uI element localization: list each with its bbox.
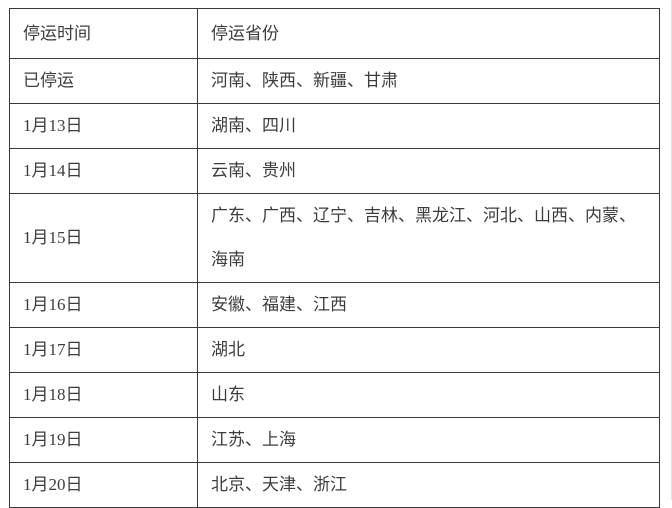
provinces-cell: 云南、贵州 — [197, 148, 660, 194]
time-cell: 1月16日 — [9, 282, 198, 328]
time-cell: 1月13日 — [9, 103, 198, 149]
time-cell: 1月15日 — [9, 193, 198, 283]
provinces-cell: 河南、陕西、新疆、甘肃 — [197, 58, 660, 104]
table-row: 1月17日 湖北 — [9, 327, 660, 373]
table-row: 1月18日 山东 — [9, 372, 660, 418]
table-body: 已停运 河南、陕西、新疆、甘肃 1月13日 湖南、四川 1月14日 云南、贵州 1月15日广… — [9, 58, 660, 508]
column-header-provinces: 停运省份 — [197, 8, 660, 59]
table-row: 1月20日 北京、天津、浙江 — [9, 462, 660, 508]
time-cell: 已停运 — [9, 58, 198, 104]
table-header: 停运时间 停运省份 — [9, 8, 660, 59]
provinces-cell: 北京、天津、浙江 — [197, 462, 660, 508]
time-cell: 1月19日 — [9, 417, 198, 463]
table-row: 1月13日 湖南、四川 — [9, 103, 660, 149]
provinces-cell: 湖南、四川 — [197, 103, 660, 149]
time-cell: 1月18日 — [9, 372, 198, 418]
table-row: 1月15日 广东、广西、辽宁、吉林、黑龙江、河北、山西、内蒙、海南 — [9, 193, 660, 283]
column-header-time: 停运时间 — [9, 8, 198, 59]
table-row: 1月16日 安徽、福建、江西 — [9, 282, 660, 328]
table-row: 1月14日 云南、贵州 — [9, 148, 660, 194]
time-cell: 1月14日 — [9, 148, 198, 194]
time-cell: 1月17日 — [9, 327, 198, 373]
provinces-cell: 江苏、上海 — [197, 417, 660, 463]
provinces-cell: 安徽、福建、江西 — [197, 282, 660, 328]
shutdown-schedule-table-container: 停运时间 停运省份 已停运 河南、陕西、新疆、甘肃 1月13日 湖南、四川 1月14日云… — [9, 8, 660, 508]
provinces-cell: 广东、广西、辽宁、吉林、黑龙江、河北、山西、内蒙、海南 — [197, 193, 660, 283]
provinces-cell: 山东 — [197, 372, 660, 418]
table-row: 已停运 河南、陕西、新疆、甘肃 — [9, 58, 660, 104]
header-row: 停运时间 停运省份 — [9, 8, 660, 59]
shutdown-schedule-table: 停运时间 停运省份 已停运 河南、陕西、新疆、甘肃 1月13日 湖南、四川 1月14日云… — [9, 8, 660, 508]
table-row: 1月19日 江苏、上海 — [9, 417, 660, 463]
provinces-cell: 湖北 — [197, 327, 660, 373]
time-cell: 1月20日 — [9, 462, 198, 508]
